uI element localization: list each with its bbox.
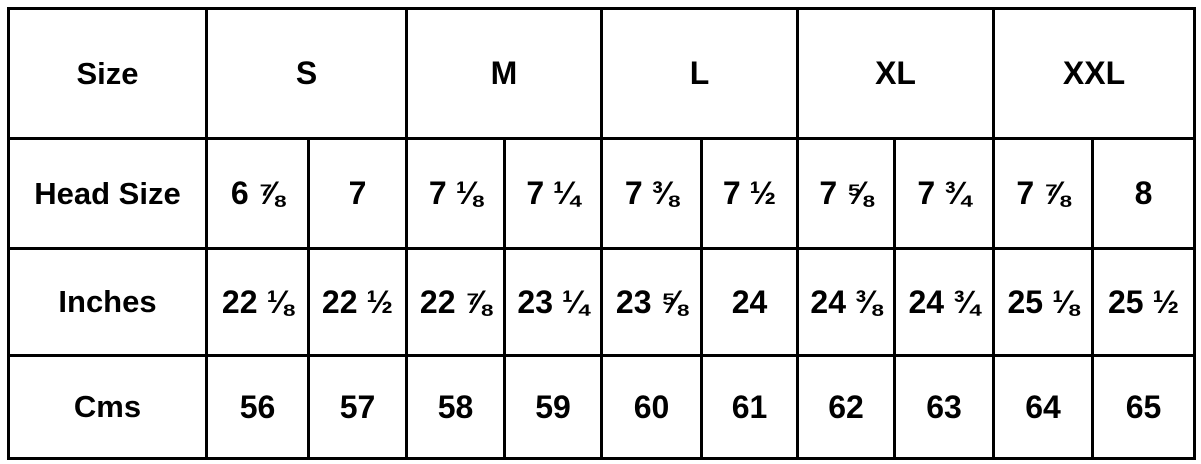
- cell: 6 ⅞: [205, 137, 310, 250]
- cell: 60: [600, 354, 703, 460]
- cell: 61: [699, 354, 800, 460]
- size-group: XXL: [992, 7, 1197, 140]
- cell: 24 ⅜: [796, 247, 897, 357]
- cell: 23 ¼: [503, 247, 603, 357]
- cell: 7 ⅞: [992, 137, 1095, 250]
- row-label: Inches: [7, 247, 208, 357]
- cell: 7 ⅝: [796, 137, 897, 250]
- cell: 25 ½: [1091, 247, 1197, 357]
- cell: 62: [796, 354, 897, 460]
- cell: 7 ¼: [503, 137, 603, 250]
- row-label: Cms: [7, 354, 208, 460]
- header-row: Size S M L XL XXL: [7, 7, 1197, 140]
- cell: 56: [205, 354, 310, 460]
- cell: 64: [992, 354, 1095, 460]
- cell: 22 ⅛: [205, 247, 310, 357]
- cell: 7 ⅛: [405, 137, 506, 250]
- row-label: Size: [7, 7, 208, 140]
- cell: 22 ½: [307, 247, 408, 357]
- cell: 63: [893, 354, 996, 460]
- cell: 22 ⅞: [405, 247, 506, 357]
- cell: 7 ⅜: [600, 137, 703, 250]
- cell: 25 ⅛: [992, 247, 1095, 357]
- cell: 7 ¾: [893, 137, 996, 250]
- cell: 8: [1091, 137, 1197, 250]
- size-group: S: [205, 7, 408, 140]
- size-group: M: [405, 7, 603, 140]
- cell: 65: [1091, 354, 1197, 460]
- data-row: Inches 22 ⅛ 22 ½ 22 ⅞ 23 ¼ 23 ⅝ 24 24 ⅜ 24 ¾ 25 ⅛…: [7, 247, 1197, 357]
- cell: 7: [307, 137, 408, 250]
- cell: 58: [405, 354, 506, 460]
- row-label: Head Size: [7, 137, 208, 250]
- cell: 24: [699, 247, 800, 357]
- cell: 57: [307, 354, 408, 460]
- data-row: Cms 56 57 58 59 60 61 62 63 64 65: [7, 354, 1197, 460]
- cell: 7 ½: [699, 137, 800, 250]
- size-group: L: [599, 7, 800, 140]
- size-group: XL: [796, 7, 996, 140]
- cell: 59: [503, 354, 603, 460]
- cell: 23 ⅝: [600, 247, 703, 357]
- cell: 24 ¾: [893, 247, 996, 357]
